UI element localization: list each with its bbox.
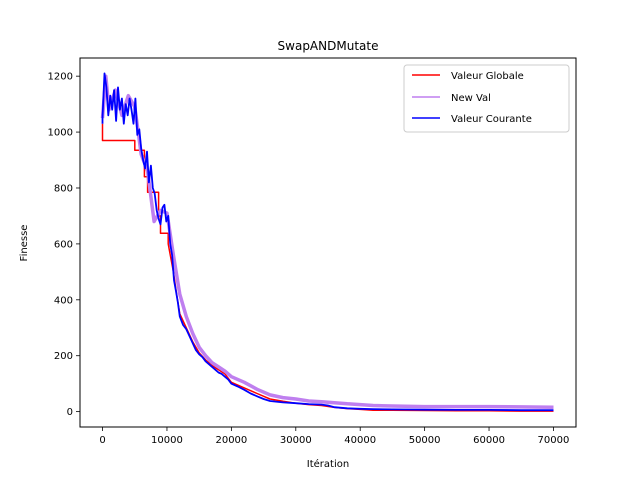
- x-axis: 0 10000 20000 30000 40000 50000 60000 70000: [99, 427, 569, 446]
- y-tick-label: 800: [54, 183, 73, 194]
- x-axis-label: Itération: [307, 458, 349, 470]
- y-axis-label: Finesse: [19, 225, 30, 262]
- legend-label-new-val: New Val: [451, 93, 491, 104]
- series-line-valeur-globale: [101, 123, 554, 412]
- y-tick-label: 1200: [48, 72, 73, 83]
- x-tick-label: 10000: [151, 435, 183, 446]
- y-tick-label: 0: [67, 407, 73, 418]
- x-tick-label: 60000: [473, 435, 505, 446]
- series-line-valeur-courante: [101, 72, 554, 412]
- y-tick-label: 200: [54, 351, 73, 362]
- plot-lines: [100, 72, 554, 412]
- y-tick-label: 400: [54, 295, 73, 306]
- axes-frame: [79, 57, 577, 428]
- y-axis: 0 200 400 600 800 1000 1200: [48, 72, 80, 418]
- chart-title: SwapANDMutate: [278, 39, 379, 53]
- legend: Valeur Globale New Val Valeur Courante: [403, 64, 570, 133]
- x-tick-label: 30000: [280, 435, 312, 446]
- y-tick-label: 1000: [48, 128, 73, 139]
- legend-box: [403, 64, 570, 133]
- x-tick-label: 70000: [538, 435, 570, 446]
- y-tick-label: 600: [54, 239, 73, 250]
- legend-label-valeur-globale: Valeur Globale: [451, 71, 524, 82]
- x-tick-label: 0: [99, 435, 105, 446]
- x-tick-label: 50000: [409, 435, 441, 446]
- legend-label-valeur-courante: Valeur Courante: [451, 114, 532, 125]
- x-tick-label: 20000: [215, 435, 247, 446]
- x-tick-label: 40000: [344, 435, 376, 446]
